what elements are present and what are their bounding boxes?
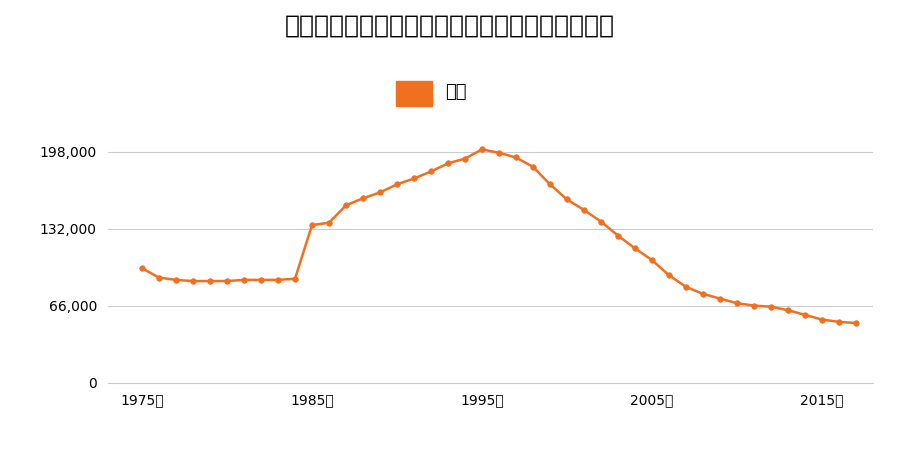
Text: 山形県上山市二日町４８０番ほか３筆の地価推移: 山形県上山市二日町４８０番ほか３筆の地価推移 <box>285 14 615 37</box>
Text: 価格: 価格 <box>446 83 467 101</box>
